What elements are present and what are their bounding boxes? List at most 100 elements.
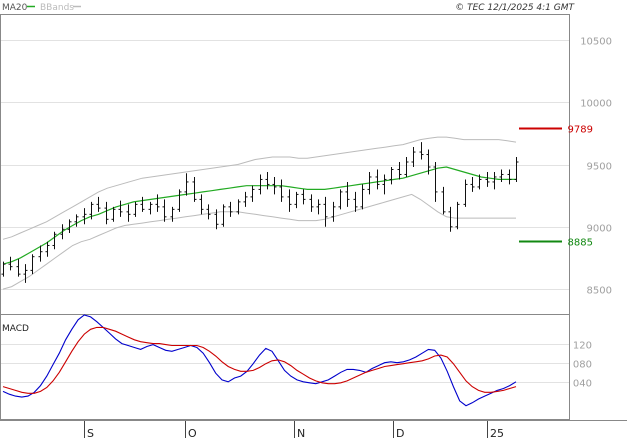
ohlc-bar [301, 189, 306, 205]
ohlc-bar [331, 201, 336, 222]
macd-grid [1, 344, 569, 383]
ohlc-bar [30, 254, 35, 275]
ohlc-bar [236, 199, 241, 215]
ohlc-bar [38, 245, 43, 262]
price-y-tick-label: 8500 [587, 286, 612, 297]
ohlc-bar [74, 214, 79, 227]
ohlc-bar [345, 181, 350, 207]
price-grid [1, 40, 569, 290]
ohlc-bar [433, 162, 438, 202]
ohlc-bar [82, 208, 87, 225]
ohlc-bar [184, 173, 189, 196]
ohlc-bar [148, 201, 153, 215]
ohlc-bar [133, 201, 138, 217]
ohlc-bar [397, 162, 402, 180]
price-panel-frame [0, 14, 570, 315]
ohlc-bar [389, 166, 394, 185]
ohlc-bar [287, 189, 292, 212]
x-tick-label: N [297, 427, 305, 440]
ohlc-bar [258, 174, 263, 195]
ohlc-bar [67, 219, 72, 234]
price-y-tick-label: 10500 [580, 37, 612, 48]
ma20-line [2, 166, 516, 265]
macd-y-ticks: 120 080 040 [573, 341, 592, 390]
ohlc-bar [323, 196, 328, 227]
macd-y-tick-label: 040 [573, 379, 592, 390]
macd-signal-line [2, 326, 517, 394]
price-y-tick-label: 10000 [580, 99, 612, 110]
price-candles [1, 142, 519, 283]
ohlc-bar [375, 169, 380, 190]
ohlc-bar [250, 185, 255, 202]
ohlc-bar [265, 171, 270, 190]
ohlc-bar [470, 176, 475, 192]
ohlc-bar [455, 201, 460, 230]
x-tick-label: O [188, 427, 197, 440]
ohlc-bar [170, 206, 175, 222]
ohlc-bar [367, 171, 372, 195]
ohlc-bar [192, 176, 197, 202]
ohlc-bar [316, 199, 321, 215]
ohlc-bar [89, 201, 94, 220]
ohlc-bar [448, 206, 453, 232]
reference-level-label: 9789 [568, 125, 593, 136]
ohlc-bar [52, 231, 57, 250]
ohlc-bar [360, 184, 365, 210]
ohlc-bar [104, 201, 109, 225]
price-reference-levels: 9789 8885 [519, 125, 593, 249]
ohlc-bar [155, 194, 160, 212]
bband-lower-line [2, 193, 516, 290]
ohlc-bar [23, 264, 28, 283]
ohlc-bar [499, 169, 504, 182]
ohlc-bar [221, 204, 226, 227]
x-tick-label: 25 [490, 427, 504, 440]
ohlc-bar [294, 191, 299, 209]
ohlc-bar [309, 194, 314, 212]
ohlc-bar [8, 256, 13, 271]
macd-series [2, 314, 517, 407]
ohlc-bar [272, 176, 277, 195]
price-y-tick-label: 9500 [587, 162, 612, 173]
macd-y-tick-label: 080 [573, 360, 592, 371]
ohlc-bar [279, 179, 284, 202]
ohlc-bar [45, 241, 50, 257]
price-y-tick-label: 9000 [587, 224, 612, 235]
ohlc-bar [492, 171, 497, 190]
macd-panel-frame [0, 314, 570, 420]
ohlc-bar [60, 224, 65, 240]
price-series [2, 136, 517, 290]
ohlc-bar [140, 196, 145, 212]
macd-label: MACD [2, 324, 29, 334]
ohlc-bar [382, 174, 387, 195]
price-y-ticks: 10500 10000 9500 9000 8500 [580, 37, 612, 297]
ohlc-bar [411, 147, 416, 167]
ohlc-bar [485, 171, 490, 187]
ohlc-bar [507, 169, 512, 185]
ohlc-bar [214, 209, 219, 230]
macd-y-tick-label: 120 [573, 341, 592, 352]
ohlc-bar [419, 142, 424, 160]
reference-level-label: 8885 [568, 238, 593, 249]
ohlc-bar [426, 149, 431, 175]
ohlc-bar [477, 174, 482, 190]
ohlc-bar [16, 259, 21, 277]
ohlc-bar [243, 191, 248, 207]
ohlc-bar [338, 189, 343, 210]
legend-bbands-label: BBands [40, 3, 74, 13]
ohlc-bar [118, 200, 123, 217]
ohlc-bar [126, 204, 131, 222]
x-tick-label: S [87, 427, 94, 440]
ohlc-bar [441, 186, 446, 215]
x-axis-ticks: S O N D 25 [84, 421, 504, 440]
ohlc-bar [162, 199, 167, 222]
ohlc-bar [177, 189, 182, 212]
ohlc-bar [96, 196, 101, 212]
ohlc-bar [514, 157, 519, 182]
ohlc-bar [199, 194, 204, 215]
ohlc-bar [111, 206, 116, 222]
ohlc-bar [228, 201, 233, 217]
bband-upper-line [2, 136, 517, 240]
ohlc-bar [463, 179, 468, 207]
ohlc-bar [1, 261, 6, 277]
